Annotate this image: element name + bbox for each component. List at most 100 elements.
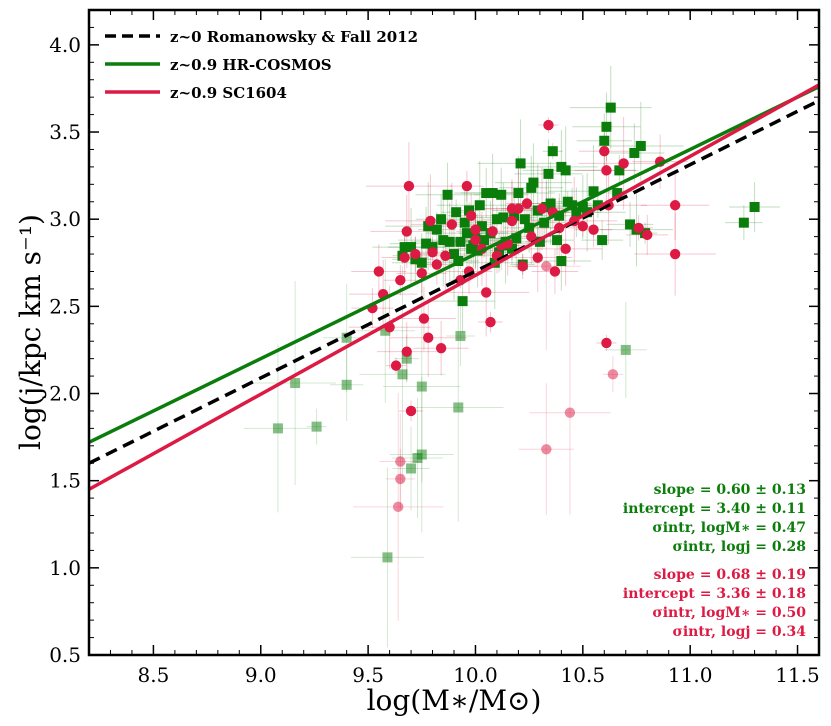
- sc1604-point: [390, 360, 402, 371]
- cosmos-point: [421, 238, 432, 249]
- sc1604-point: [401, 346, 412, 357]
- cosmos-point: [738, 217, 749, 228]
- cosmos-point: [543, 168, 554, 179]
- cosmos-point-faint: [341, 379, 352, 390]
- cosmos-point: [459, 217, 470, 228]
- sc1604-point-faint: [541, 444, 552, 455]
- cosmos-point: [571, 207, 582, 218]
- sc1604-point: [423, 332, 434, 343]
- sc1604-point: [440, 250, 451, 261]
- cosmos-point-faint: [416, 381, 427, 392]
- cosmos-point: [438, 235, 449, 246]
- sc1604-point: [506, 203, 518, 214]
- sc1604-point: [642, 229, 653, 241]
- sc1604-point: [405, 405, 417, 417]
- cosmos-point: [481, 188, 492, 199]
- cosmos-point: [614, 165, 625, 176]
- sc1604-point: [633, 222, 644, 234]
- sc1604-point: [549, 266, 561, 277]
- cosmos-point: [491, 214, 502, 225]
- sc1604-point: [427, 247, 438, 258]
- fit-sc1604-sigma-logj: σintr, logj = 0.34: [673, 624, 807, 640]
- sc1604-point: [601, 337, 612, 349]
- cosmos-point: [592, 200, 603, 211]
- sc1604-point: [418, 313, 430, 324]
- cosmos-point: [442, 189, 453, 200]
- cosmos-point: [513, 188, 524, 199]
- cosmos-point-faint: [311, 421, 322, 432]
- cosmos-point: [431, 224, 442, 235]
- sc1604-point: [399, 252, 410, 263]
- cosmos-point: [423, 221, 434, 232]
- sc1604-point: [588, 224, 599, 235]
- rf2012-fit-line: [89, 99, 819, 465]
- sc1604-point: [521, 198, 533, 209]
- y-tick-label: 1.5: [49, 469, 81, 493]
- sc1604-point: [526, 231, 537, 242]
- cosmos-point: [554, 210, 565, 221]
- sc1604-point: [506, 215, 518, 227]
- cosmos-point: [625, 219, 636, 230]
- cosmos-point: [601, 121, 612, 132]
- sc1604-point-faint: [607, 369, 619, 380]
- sc1604-point: [487, 226, 498, 237]
- sc1604-point: [599, 146, 610, 157]
- sc1604-point: [395, 275, 406, 286]
- x-tick-label: 10.5: [561, 663, 606, 687]
- cosmos-point: [534, 236, 545, 247]
- cosmos-point: [427, 242, 438, 253]
- sc1604-point: [485, 316, 496, 328]
- cosmos-point: [449, 249, 459, 260]
- cosmos-point: [487, 188, 498, 199]
- cosmos-point-faint: [272, 423, 283, 434]
- cosmos-point-faint: [416, 449, 427, 460]
- cosmos-point: [528, 177, 539, 188]
- legend-label-sc1604: z~0.9 SC1604: [170, 84, 287, 102]
- y-tick-label: 3.0: [49, 207, 81, 231]
- sc1604-point: [560, 243, 571, 255]
- y-tick-label: 2.5: [49, 294, 81, 318]
- cosmos-point: [635, 140, 646, 151]
- fit-sc1604-slope: slope = 0.68 ± 0.19: [654, 567, 806, 583]
- cosmos-point: [455, 236, 466, 247]
- cosmos-point: [552, 235, 563, 246]
- y-tick-label: 0.5: [49, 643, 81, 667]
- sc1604-point: [470, 234, 481, 246]
- cosmos-point-faint: [341, 332, 352, 343]
- sc1604-point-faint: [392, 501, 404, 513]
- cosmos-point: [577, 201, 588, 212]
- sc1604-point: [465, 210, 477, 221]
- cosmos-point-faint: [453, 402, 464, 413]
- cosmos-point: [464, 205, 475, 216]
- cosmos-fit-line: [89, 85, 819, 444]
- fit-results-cosmos: slope = 0.60 ± 0.13 intercept = 3.40 ± 0…: [623, 482, 806, 555]
- sc1604-point: [373, 266, 385, 277]
- sc1604-point-faint: [541, 261, 552, 272]
- sc1604-point: [425, 215, 436, 227]
- cosmos-point: [599, 135, 610, 146]
- sc1604-point: [543, 119, 554, 131]
- legend: z~0 Romanowsky & Fall 2012 z~0.9 HR-COSM…: [105, 28, 418, 102]
- sc1604-point: [532, 252, 543, 263]
- sc1604-point-faint: [395, 473, 406, 485]
- sc1604-point: [461, 180, 473, 192]
- cosmos-point: [457, 296, 468, 307]
- cosmos-point: [511, 233, 522, 244]
- fit-cosmos-sigma-logm: σintr, logM∗ = 0.47: [652, 520, 806, 536]
- plot-frame: [87, 8, 821, 657]
- sc1604-point: [410, 248, 421, 260]
- legend-label-cosmos: z~0.9 HR-COSMOS: [170, 56, 332, 74]
- cosmos-point: [498, 212, 509, 223]
- cosmos-point: [509, 210, 520, 221]
- sc1604-point: [536, 203, 548, 214]
- sc1604-point: [446, 219, 458, 230]
- cosmos-point: [410, 254, 421, 265]
- x-tick-label: 9.0: [245, 663, 277, 687]
- fit-results-sc1604: slope = 0.68 ± 0.19 intercept = 3.36 ± 0…: [623, 567, 806, 640]
- cosmos-point: [444, 236, 455, 247]
- cosmos-point: [547, 146, 558, 157]
- cosmos-point: [597, 235, 608, 246]
- cosmos-point: [629, 147, 640, 158]
- y-tick-label: 4.0: [49, 33, 81, 57]
- cosmos-point: [461, 228, 472, 239]
